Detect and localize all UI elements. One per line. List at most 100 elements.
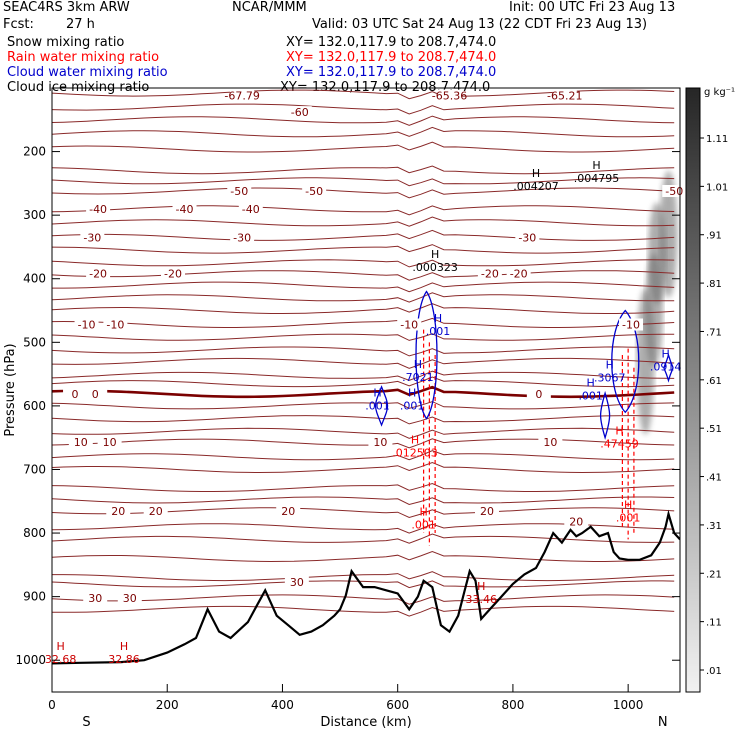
right-end-label: N: [658, 715, 668, 730]
colorbar-tick-label: .21: [706, 569, 722, 580]
cloud-water-contour: [599, 390, 611, 440]
isotherm-line: [52, 259, 675, 268]
extremum-value: .001: [365, 400, 390, 413]
contour-labels: -67.79 -65.36 -65.21 -60 -50 -50 -50 -40 -40 -40 -…: [45, 89, 687, 666]
colorbar-tick-label: .71: [706, 327, 722, 338]
y-tick-label: 700: [23, 462, 46, 476]
plot-frame: [51, 87, 681, 693]
colorbar-tick-label: .01: [706, 666, 722, 677]
y-tick-label: 900: [23, 590, 46, 604]
isotherm-line: [52, 550, 675, 563]
isotherm-lines: [52, 89, 675, 617]
isotherm-label: -20: [481, 268, 499, 281]
isotherm-line: [52, 461, 675, 474]
colorbar-tick-label: 1.11: [706, 134, 728, 145]
label-bg: [68, 436, 93, 449]
x-tick-label: 1000: [613, 698, 644, 712]
cloud-water-contour: [611, 309, 640, 414]
isotherm-line: [52, 244, 675, 254]
label-bg: [506, 267, 531, 280]
extremum-value: 32.68: [45, 653, 77, 666]
isotherm-label: -20: [89, 268, 107, 281]
isotherm-label: 20: [480, 505, 494, 518]
isotherm-label: -10: [622, 319, 640, 332]
label-bg: [477, 267, 502, 280]
extremum-kind: H: [615, 425, 623, 438]
x-tick-label: 600: [386, 698, 409, 712]
y-tick-label: 400: [23, 272, 46, 286]
field-xy-cloud-water: XY= 132.0,117.9 to 208.7,474.0: [286, 65, 497, 80]
isotherm-label: -65.21: [547, 90, 582, 103]
field-xy-snow: XY= 132.0,117.9 to 208.7,474.0: [286, 35, 497, 50]
isotherm-label: -20: [164, 268, 182, 281]
isotherm-label: -40: [242, 203, 260, 216]
extremum-kind: H: [57, 640, 65, 653]
label-bg: [230, 231, 255, 244]
extremum-value: .004207: [513, 180, 559, 193]
isotherm-label: 0: [535, 388, 542, 401]
label-bg: [619, 318, 644, 331]
extremum-kind: H: [408, 387, 416, 400]
isotherm-label: 20: [569, 516, 583, 529]
isotherm-label: -50: [230, 185, 248, 198]
isotherm-line: [52, 594, 675, 605]
isotherm-line: [52, 605, 675, 617]
extremum-value: .7021: [402, 371, 434, 384]
extremum-kind: H: [661, 348, 669, 361]
colorbar-units: g kg⁻¹: [704, 87, 735, 98]
isotherm-line: [52, 333, 675, 341]
label-bg: [74, 318, 99, 331]
isotherm-line: [52, 177, 675, 187]
isotherm-line: [52, 346, 675, 357]
x-axis-label: Distance (km): [320, 715, 411, 730]
label-bg: [526, 387, 551, 400]
x-tick-label: 800: [501, 698, 524, 712]
field-name-snow: Snow mixing ratio: [7, 35, 125, 50]
label-bg: [86, 267, 111, 280]
y-tick-label: 600: [23, 399, 46, 413]
isotherm-line: [52, 450, 675, 461]
extremum-kind: H: [532, 167, 540, 180]
isotherm-label: 30: [290, 576, 304, 589]
extremum-value: .47459: [600, 438, 639, 451]
label-bg: [302, 184, 327, 197]
extremum-value: .012503: [392, 447, 438, 460]
label-bg: [143, 504, 168, 517]
x-tick-label: 200: [156, 698, 179, 712]
isotherm-label: -50: [665, 185, 683, 198]
field-name-cloud-water: Cloud water mixing ratio: [7, 65, 168, 80]
isotherm-label: -10: [106, 319, 124, 332]
isotherm-label: -10: [78, 319, 96, 332]
isotherm-line: [52, 303, 675, 314]
isotherm-label: 20: [111, 505, 125, 518]
colorbar-tick-label: .11: [706, 618, 722, 629]
cloud-water-contour: [663, 352, 674, 383]
extremum-kind: H: [373, 387, 381, 400]
extremum-kind: H: [592, 159, 600, 172]
colorbar-tick-label: .61: [706, 376, 722, 387]
isotherm-label: 0: [72, 388, 79, 401]
label-bg: [238, 202, 263, 215]
isotherm-label: -30: [83, 231, 101, 244]
label-bg: [287, 106, 312, 119]
center-label: NCAR/MMM: [232, 0, 307, 15]
label-bg: [276, 504, 301, 517]
left-end-label: S: [82, 715, 90, 730]
isotherm-line: [52, 317, 675, 328]
fcst-value: 27 h: [66, 17, 95, 32]
isotherm-label: -65.36: [432, 90, 467, 103]
label-bg: [368, 436, 393, 449]
field-xy-rain: XY= 132.0,117.9 to 208.7,474.0: [286, 50, 497, 65]
isotherm-line: [52, 187, 675, 199]
terrain-profile: [52, 509, 680, 665]
isotherm-label: -60: [291, 106, 309, 119]
label-bg: [538, 436, 563, 449]
extremum-kind: H: [624, 498, 632, 511]
label-bg: [474, 504, 499, 517]
label-bg: [284, 576, 309, 589]
isotherm-label: -40: [89, 203, 107, 216]
isotherm-line: [52, 370, 675, 381]
extremum-kind: H: [411, 434, 419, 447]
isotherm-line: [52, 141, 675, 153]
